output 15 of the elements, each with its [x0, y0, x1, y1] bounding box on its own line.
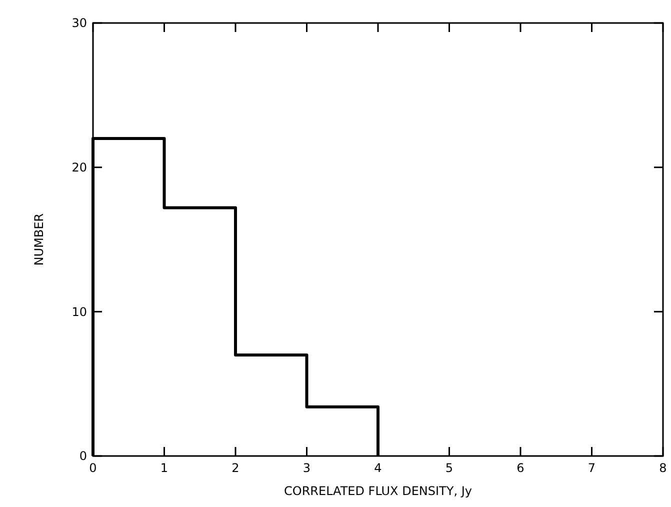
x-tick-label: 0: [89, 461, 97, 475]
y-tick-label: 0: [79, 449, 87, 464]
x-tick-label: 8: [659, 461, 667, 475]
x-tick-label: 7: [588, 461, 596, 475]
y-tick-label: 30: [72, 16, 87, 30]
x-tick-label: 3: [302, 461, 311, 475]
y-tick-label: 10: [72, 304, 87, 319]
x-tick-label: 4: [374, 461, 382, 475]
x-tick-label: 1: [160, 461, 168, 475]
x-axis-title: CORRELATED FLUX DENSITY, Jy: [284, 484, 472, 498]
x-tick-label: 2: [232, 461, 240, 475]
y-tick-label: 20: [72, 160, 87, 175]
x-tick-label: 6: [516, 461, 524, 475]
x-tick-label: 5: [445, 461, 454, 475]
y-axis-title: NUMBER: [32, 213, 46, 266]
